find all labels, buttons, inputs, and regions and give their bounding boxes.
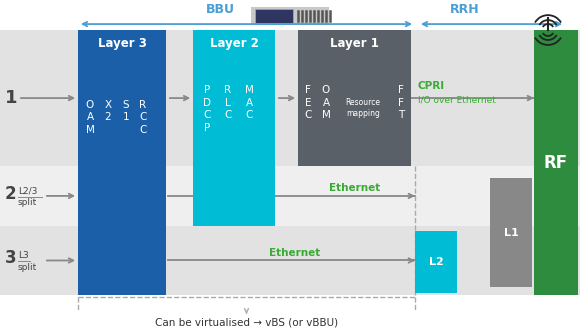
Text: split: split	[18, 263, 37, 272]
Text: RRH: RRH	[450, 3, 480, 16]
Bar	[534, 30, 578, 295]
Text: O: O	[86, 100, 94, 110]
Text: T: T	[398, 111, 404, 120]
Text: Layer 3: Layer 3	[97, 37, 146, 50]
Text: split: split	[18, 198, 37, 207]
Text: X: X	[104, 100, 111, 110]
Text: Ethernet: Ethernet	[329, 183, 380, 193]
Text: C: C	[224, 111, 231, 120]
Text: CPRI: CPRI	[418, 81, 445, 91]
Text: S: S	[123, 100, 129, 110]
Text: F: F	[398, 85, 404, 95]
Text: Resource
mapping: Resource mapping	[346, 98, 380, 118]
Text: Layer 2: Layer 2	[209, 37, 259, 50]
Bar	[193, 30, 275, 226]
Text: A: A	[245, 98, 252, 108]
Text: Can be virtualised → vBS (or vBBU): Can be virtualised → vBS (or vBBU)	[155, 317, 338, 327]
Text: 2: 2	[104, 113, 111, 122]
Text: Ethernet: Ethernet	[269, 248, 321, 258]
Text: M: M	[321, 111, 331, 120]
Bar	[490, 178, 532, 287]
Text: E: E	[304, 98, 311, 108]
Bar	[255, 9, 293, 23]
Text: 1: 1	[123, 113, 129, 122]
Text: R: R	[224, 85, 231, 95]
Text: L2: L2	[429, 257, 443, 267]
Text: P: P	[204, 123, 210, 133]
Bar	[415, 231, 457, 293]
Bar	[298, 30, 411, 166]
Text: C: C	[245, 111, 253, 120]
Bar	[78, 30, 166, 295]
Bar	[251, 7, 329, 25]
Bar	[0, 166, 580, 226]
Text: BBU: BBU	[205, 3, 234, 16]
Text: O: O	[322, 85, 330, 95]
Text: P: P	[204, 85, 210, 95]
Text: D: D	[203, 98, 211, 108]
Text: RF: RF	[544, 154, 568, 172]
Text: L2/3: L2/3	[18, 186, 37, 195]
Text: C: C	[304, 111, 311, 120]
Text: C: C	[204, 111, 211, 120]
Text: I/O over Ethernet: I/O over Ethernet	[418, 96, 496, 105]
Text: C: C	[139, 125, 147, 135]
Text: 3: 3	[5, 250, 17, 267]
Text: 1: 1	[5, 89, 17, 107]
Text: M: M	[86, 125, 95, 135]
Text: R: R	[139, 100, 147, 110]
Text: M: M	[245, 85, 253, 95]
Text: A: A	[86, 113, 93, 122]
Text: Layer 1: Layer 1	[330, 37, 379, 50]
Text: F: F	[305, 85, 311, 95]
Bar	[0, 226, 580, 295]
Bar	[0, 30, 580, 166]
Text: A: A	[322, 98, 329, 108]
Text: F: F	[398, 98, 404, 108]
Text: C: C	[139, 113, 147, 122]
Text: L3: L3	[18, 251, 29, 260]
Text: L1: L1	[503, 228, 519, 238]
Text: 2: 2	[5, 185, 17, 203]
Text: L: L	[225, 98, 231, 108]
